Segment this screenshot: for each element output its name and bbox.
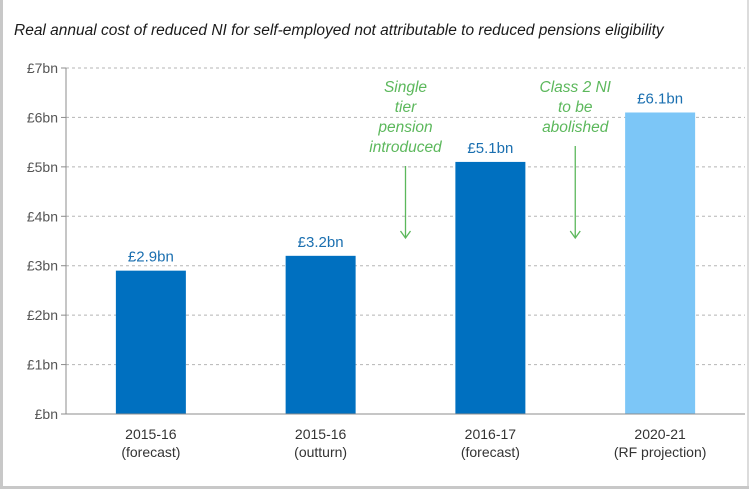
data-label-3: £6.1bn: [637, 90, 683, 107]
x-category-label-2-line-0: 2016-17: [465, 426, 517, 442]
data-label-0: £2.9bn: [128, 249, 174, 266]
y-tick-label-3: £3bn: [27, 258, 58, 274]
y-tick-label-0: £bn: [35, 406, 58, 422]
y-tick-label-1: £1bn: [27, 357, 58, 373]
annotation-0-line-0: Single: [384, 79, 427, 96]
x-category-label-3-line-0: 2020-21: [634, 426, 686, 442]
y-tick-label-6: £6bn: [27, 109, 58, 125]
y-tick-label-7: £7bn: [27, 60, 58, 76]
annotation-1-line-2: abolished: [542, 119, 610, 136]
bar-0: [115, 270, 186, 414]
x-category-label-0-line-0: 2015-16: [125, 426, 177, 442]
bar-2: [455, 161, 526, 414]
y-tick-label-2: £2bn: [27, 307, 58, 323]
y-tick-label-5: £5bn: [27, 159, 58, 175]
x-category-label-0-line-1: (forecast): [121, 444, 180, 460]
x-category-label-3-line-1: (RF projection): [614, 444, 707, 460]
annotation-0-line-1: tier: [395, 99, 417, 116]
frame-right-border: [747, 0, 749, 489]
annotation-1-line-0: Class 2 NI: [540, 79, 612, 96]
annotation-arrow-head-1: [569, 230, 581, 240]
annotation-0-line-2: pension: [377, 119, 432, 136]
annotation-1-line-1: to be: [558, 99, 593, 116]
x-category-label-2-line-1: (forecast): [461, 444, 520, 460]
x-category-label-1-line-0: 2015-16: [295, 426, 347, 442]
annotation-arrow-head-0: [399, 230, 412, 240]
x-category-label-1-line-1: (outturn): [294, 444, 347, 460]
bar-3: [625, 112, 696, 414]
frame-left-border: [0, 0, 3, 489]
bar-1: [285, 255, 356, 414]
data-label-2: £5.1bn: [467, 140, 513, 157]
annotation-0-line-3: introduced: [369, 139, 443, 156]
data-label-1: £3.2bn: [298, 234, 344, 251]
y-tick-label-4: £4bn: [27, 208, 58, 224]
chart-title: Real annual cost of reduced NI for self-…: [14, 22, 664, 39]
frame-bottom-border: [0, 486, 749, 489]
